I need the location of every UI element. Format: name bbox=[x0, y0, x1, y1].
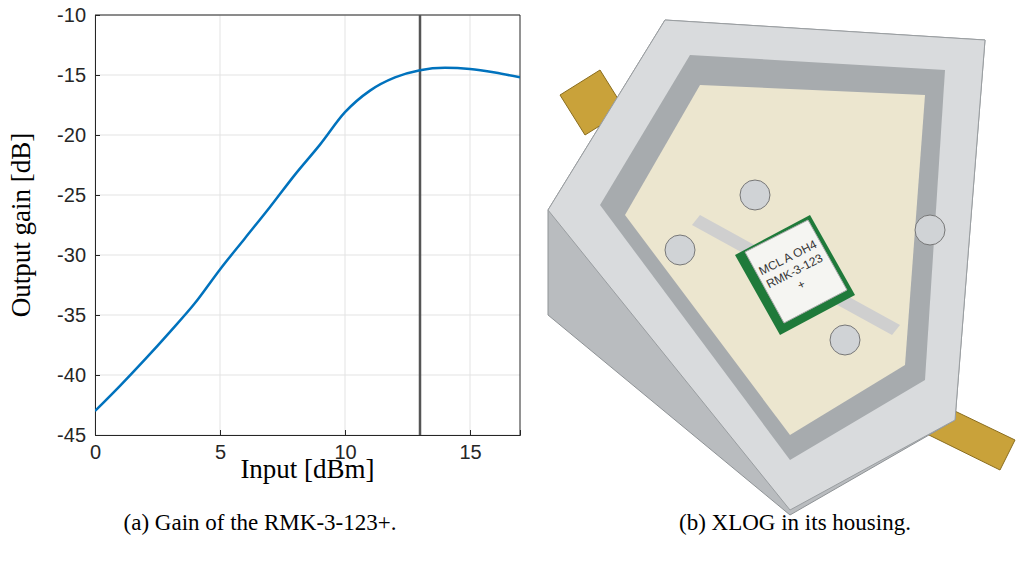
grid-line bbox=[95, 195, 520, 196]
tick-label: -25 bbox=[57, 184, 86, 206]
housing-wall bbox=[600, 55, 945, 460]
y-axis: -45 -40 -35 -30 -25 -20 -15 -10 bbox=[57, 4, 100, 446]
tick-label: -30 bbox=[57, 244, 86, 266]
grid-line bbox=[95, 375, 520, 376]
tick: 5 bbox=[215, 430, 226, 463]
tick: -45 bbox=[57, 424, 100, 446]
tick: -20 bbox=[57, 124, 100, 146]
tick-label: -40 bbox=[57, 364, 86, 386]
tick-label: -35 bbox=[57, 304, 86, 326]
housing-illustration: MCL A OH4RMK-3-123+ bbox=[548, 20, 1015, 515]
screw bbox=[740, 180, 770, 210]
tick: -35 bbox=[57, 304, 100, 326]
tick-mark bbox=[95, 435, 100, 436]
grid-line bbox=[345, 15, 346, 435]
grid-line bbox=[95, 15, 520, 16]
tick: -15 bbox=[57, 64, 100, 86]
tick-label: 0 bbox=[90, 441, 101, 463]
tick: -40 bbox=[57, 364, 100, 386]
grid bbox=[95, 15, 520, 435]
tick-mark bbox=[345, 430, 346, 435]
tick-mark bbox=[220, 430, 221, 435]
caption: (a) Gain of the RMK-3-123+. bbox=[124, 510, 397, 535]
grid-line bbox=[470, 15, 471, 435]
tick-label: 15 bbox=[459, 441, 481, 463]
tick-label: -10 bbox=[57, 4, 86, 26]
tick-mark bbox=[95, 195, 100, 196]
grid-line bbox=[95, 255, 520, 256]
chip-base bbox=[735, 215, 855, 335]
pcb bbox=[625, 85, 925, 435]
tick-mark bbox=[95, 255, 100, 256]
plot-area bbox=[95, 15, 520, 435]
screw bbox=[830, 325, 860, 355]
screw bbox=[915, 215, 945, 245]
tick: 15 bbox=[459, 430, 481, 463]
y-axis-title: Output gain [dB] bbox=[6, 133, 36, 317]
tick: -30 bbox=[57, 244, 100, 266]
tick-mark bbox=[95, 135, 100, 136]
chip-label: + bbox=[795, 277, 808, 293]
grid-line bbox=[220, 15, 221, 435]
chip bbox=[745, 220, 847, 323]
grid-line bbox=[95, 75, 520, 76]
axis-line bbox=[96, 430, 521, 436]
grid-line bbox=[95, 135, 520, 136]
housing-side bbox=[548, 20, 985, 515]
tick-label: -45 bbox=[57, 424, 86, 446]
vertical-line bbox=[419, 15, 422, 435]
tick-label: 5 bbox=[215, 441, 226, 463]
tick-mark bbox=[95, 375, 100, 376]
caption: (b) XLOG in its housing. bbox=[679, 510, 911, 535]
housing-top bbox=[548, 20, 985, 510]
tick-mark bbox=[95, 75, 100, 76]
tick-label: -20 bbox=[57, 124, 86, 146]
tick-mark bbox=[95, 315, 100, 316]
screw bbox=[665, 235, 695, 265]
tick-label: -15 bbox=[57, 64, 86, 86]
gain-line bbox=[95, 68, 520, 411]
frame bbox=[95, 15, 520, 16]
chip-label: RMK-3-123 bbox=[764, 251, 825, 291]
grid-line bbox=[95, 315, 520, 316]
x-axis-title: Input [dBm] bbox=[240, 454, 374, 484]
trace bbox=[692, 215, 900, 335]
axis-line bbox=[96, 16, 101, 436]
figure: 051015-45-40-35-30-25-20-15-10Input [dBm… bbox=[0, 0, 1021, 562]
tick-mark bbox=[470, 430, 471, 435]
tick: -25 bbox=[57, 184, 100, 206]
tick: -10 bbox=[57, 4, 100, 26]
